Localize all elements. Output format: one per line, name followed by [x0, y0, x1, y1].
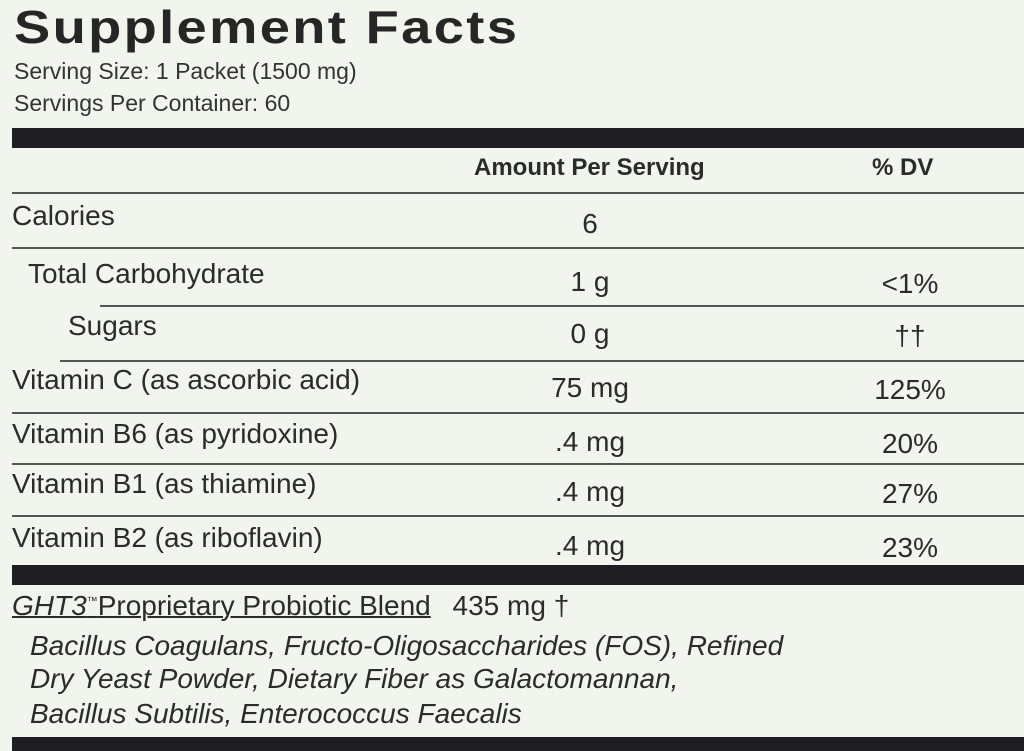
nutrient-name: Vitamin B2 (as riboflavin) — [12, 522, 323, 553]
nutrient-amount: 6 — [582, 208, 598, 239]
ingredient-line: Bacillus Coagulans, Fructo-Oligosacchari… — [30, 630, 784, 661]
nutrient-dv: 20% — [881, 428, 939, 459]
nutrient-name: Calories — [12, 200, 115, 231]
thick-divider — [12, 737, 1024, 751]
nutrient-name: Vitamin C (as ascorbic acid) — [12, 364, 361, 395]
nutrient-dv: 125% — [874, 374, 946, 405]
nutrient-dv: 23% — [881, 532, 939, 563]
nutrient-dv: 27% — [881, 478, 939, 509]
blend-heading: GHT3™Proprietary Probiotic Blend 435 mg … — [12, 590, 569, 622]
nutrient-amount: .4 mg — [554, 530, 626, 561]
header-dv: % DV — [872, 154, 934, 181]
nutrient-name: Vitamin B1 (as thiamine) — [12, 468, 317, 499]
nutrient-amount: .4 mg — [554, 476, 626, 507]
nutrient-name: Total Carbohydrate — [28, 258, 265, 289]
nutrient-name: Vitamin B6 (as pyridoxine) — [12, 418, 339, 449]
header-amount: Amount Per Serving — [474, 154, 705, 181]
nutrient-amount: 0 g — [570, 318, 610, 349]
thick-divider — [12, 128, 1024, 148]
nutrient-amount: 75 mg — [551, 372, 629, 403]
blend-brand: GHT3 — [12, 590, 87, 621]
ingredient-line: Dry Yeast Powder, Dietary Fiber as Galac… — [30, 663, 679, 694]
row-divider — [12, 463, 1024, 465]
row-divider — [12, 515, 1024, 517]
row-divider — [100, 305, 1024, 307]
thick-divider — [12, 565, 1024, 585]
blend-name: Proprietary Probiotic Blend — [97, 590, 431, 621]
row-divider — [60, 360, 1024, 362]
servings-per-container: Servings Per Container: 60 — [14, 90, 291, 116]
nutrient-dv: †† — [894, 320, 926, 351]
page-title: Supplement Facts — [14, 1, 520, 53]
nutrient-amount: .4 mg — [554, 426, 626, 457]
nutrient-name: Sugars — [68, 310, 157, 341]
ingredient-line: Bacillus Subtilis, Enterococcus Faecalis — [30, 698, 522, 729]
trademark: ™ — [86, 595, 98, 608]
row-divider — [12, 247, 1024, 249]
blend-amount: 435 mg † — [452, 590, 570, 621]
divider — [12, 192, 1024, 194]
nutrient-dv: <1% — [881, 268, 939, 299]
row-divider — [12, 412, 1024, 414]
serving-size: Serving Size: 1 Packet (1500 mg) — [14, 58, 357, 84]
nutrient-amount: 1 g — [570, 266, 610, 297]
